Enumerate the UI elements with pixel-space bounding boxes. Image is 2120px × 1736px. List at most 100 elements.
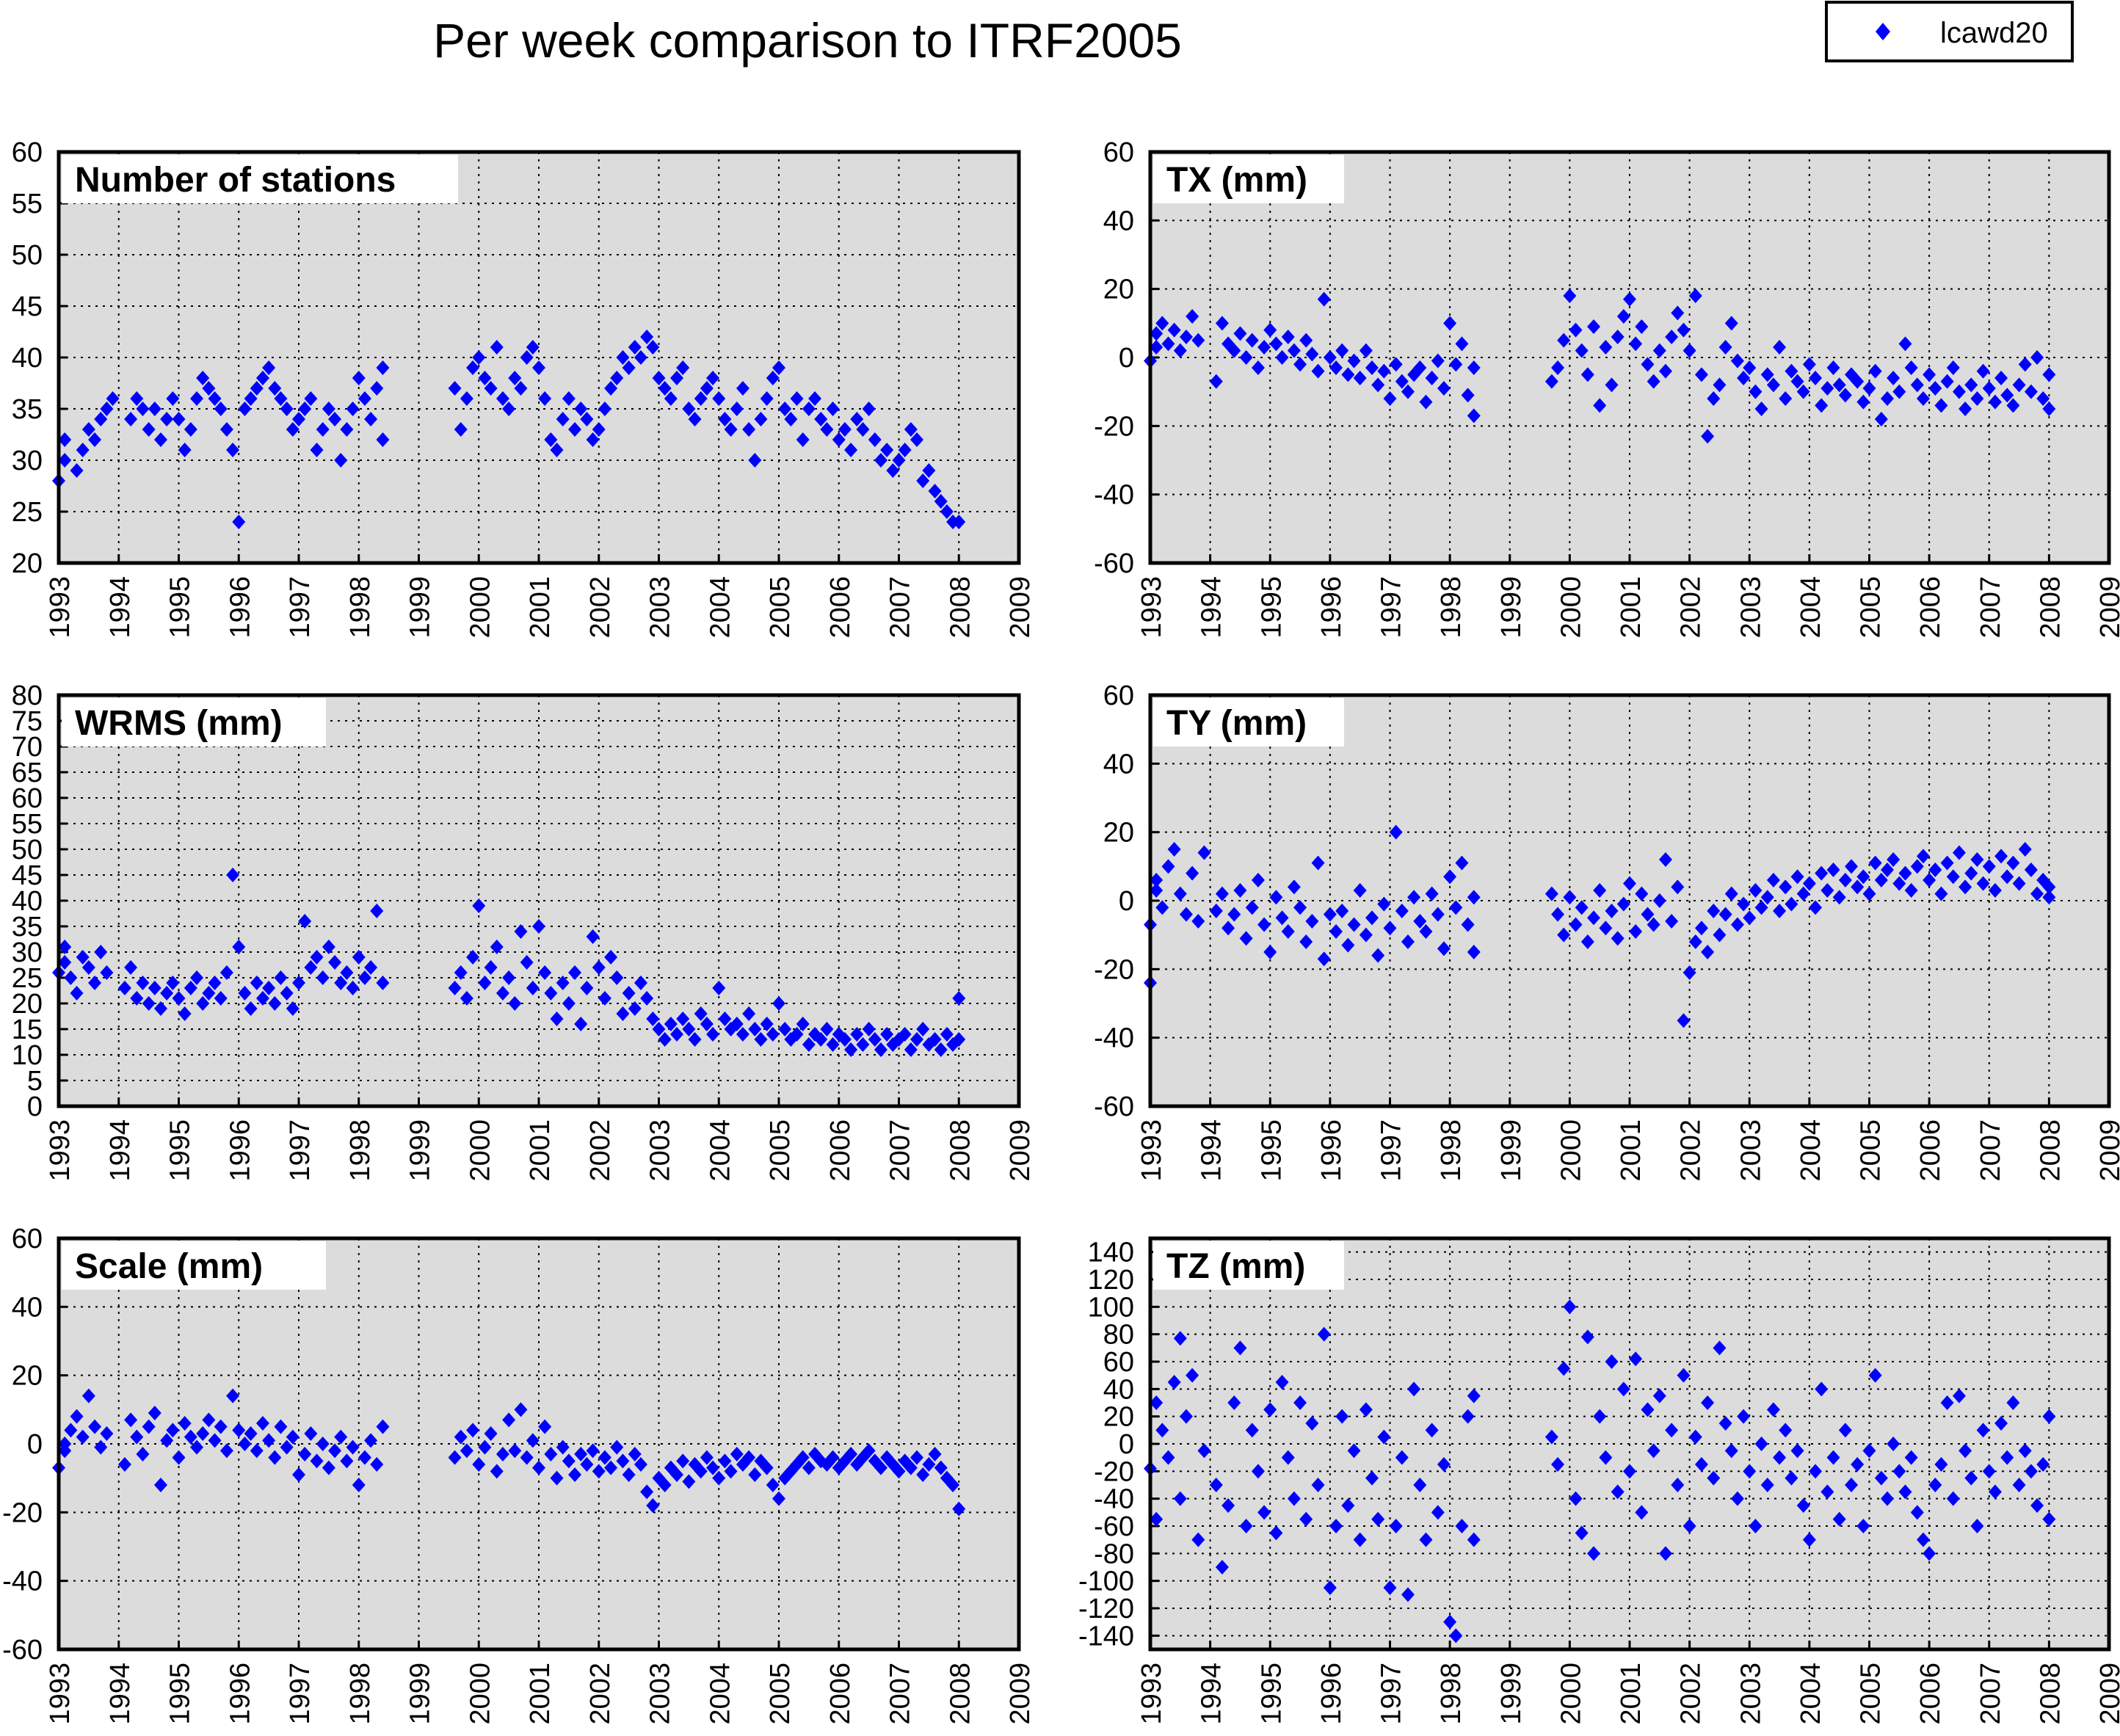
x-tick-label: 1999 xyxy=(405,576,436,639)
data-point xyxy=(94,945,108,959)
data-point xyxy=(298,1447,312,1461)
x-tick-label: 1996 xyxy=(225,576,255,639)
data-point xyxy=(1629,1351,1643,1367)
data-point xyxy=(688,412,702,426)
data-point xyxy=(1275,350,1289,365)
data-point xyxy=(460,1443,473,1459)
x-tick-label: 2003 xyxy=(645,576,676,639)
data-point xyxy=(1754,900,1768,915)
data-point xyxy=(1743,1464,1757,1479)
data-point xyxy=(1150,326,1164,341)
legend-label: lcawd20 xyxy=(1940,17,2048,49)
data-point xyxy=(1796,384,1810,399)
data-point xyxy=(100,1426,114,1441)
data-point xyxy=(724,422,738,437)
x-tick-label: 1995 xyxy=(1256,1119,1287,1182)
data-point xyxy=(1713,927,1727,943)
data-point xyxy=(730,402,744,416)
data-point xyxy=(652,371,666,385)
data-point xyxy=(622,1467,636,1482)
data-point xyxy=(1299,333,1313,348)
data-point xyxy=(580,1457,594,1472)
y-tick-label: 40 xyxy=(1103,1374,1134,1405)
data-point xyxy=(1269,1525,1283,1541)
x-tick-label: 1996 xyxy=(225,1663,255,1725)
data-point xyxy=(574,1447,588,1461)
data-point xyxy=(1658,1546,1672,1561)
data-point xyxy=(736,381,749,396)
data-point xyxy=(610,970,624,985)
x-tick-label: 2005 xyxy=(765,1119,796,1182)
data-point xyxy=(628,1447,642,1461)
y-tick-label: 60 xyxy=(12,1224,43,1254)
data-point xyxy=(1964,865,1978,881)
data-point xyxy=(694,1006,708,1021)
data-point xyxy=(1779,879,1793,895)
data-point xyxy=(1647,1443,1660,1459)
data-point xyxy=(2036,391,2050,406)
data-point xyxy=(1215,886,1229,901)
data-point xyxy=(244,1001,258,1016)
data-point xyxy=(214,402,228,416)
panel-title-box xyxy=(1153,1241,1344,1290)
data-point xyxy=(214,991,228,1006)
x-tick-label: 1999 xyxy=(405,1663,436,1725)
data-point xyxy=(166,391,180,406)
data-point xyxy=(766,1478,780,1492)
data-point xyxy=(292,412,305,426)
y-tick-label: -60 xyxy=(1094,1511,1134,1542)
data-point xyxy=(580,981,594,995)
data-point xyxy=(508,371,522,385)
data-point xyxy=(1167,842,1181,857)
data-point xyxy=(1544,1429,1558,1445)
data-point xyxy=(1743,910,1757,926)
data-point xyxy=(610,1439,624,1455)
data-point xyxy=(1946,869,1960,885)
x-tick-label: 1993 xyxy=(45,1119,76,1182)
y-tick-label: 70 xyxy=(12,732,43,763)
data-point xyxy=(2024,1464,2038,1479)
data-point xyxy=(1221,920,1235,936)
data-point xyxy=(592,422,606,437)
data-point xyxy=(1209,374,1223,389)
data-point xyxy=(760,391,774,406)
data-point xyxy=(1934,1457,1948,1472)
data-point xyxy=(58,1437,72,1451)
data-point xyxy=(70,1409,84,1424)
data-point xyxy=(1737,1409,1751,1424)
data-point xyxy=(1221,1498,1235,1513)
data-point xyxy=(556,1439,570,1455)
x-tick-label: 2009 xyxy=(2095,576,2120,639)
data-point xyxy=(778,402,792,416)
data-point xyxy=(1395,904,1409,918)
x-tick-label: 1999 xyxy=(405,1119,436,1182)
data-point xyxy=(1887,371,1901,385)
data-point xyxy=(1557,333,1571,348)
data-point xyxy=(268,1450,282,1465)
data-point xyxy=(1461,917,1475,932)
data-point xyxy=(1377,896,1391,912)
data-point xyxy=(472,1457,486,1472)
data-point xyxy=(1665,330,1679,344)
data-point xyxy=(1874,1470,1888,1486)
data-point xyxy=(88,1419,102,1434)
x-tick-label: 2004 xyxy=(1796,1119,1826,1182)
data-point xyxy=(1251,1464,1265,1479)
data-point xyxy=(796,1017,810,1031)
x-tick-label: 1994 xyxy=(105,1119,136,1182)
y-tick-label: 35 xyxy=(12,912,43,943)
data-point xyxy=(1802,876,1816,891)
data-point xyxy=(1934,398,1948,413)
x-tick-label: 2000 xyxy=(1555,1663,1586,1725)
data-point xyxy=(1713,377,1727,393)
data-point xyxy=(340,1453,354,1469)
x-tick-label: 2008 xyxy=(2035,576,2066,639)
data-point xyxy=(376,360,390,375)
data-point xyxy=(1323,907,1337,922)
data-point xyxy=(1233,883,1247,898)
data-point xyxy=(1281,1450,1295,1465)
data-point xyxy=(646,340,660,355)
data-point xyxy=(1287,879,1301,895)
data-point xyxy=(208,976,222,990)
data-point xyxy=(1635,1505,1649,1520)
